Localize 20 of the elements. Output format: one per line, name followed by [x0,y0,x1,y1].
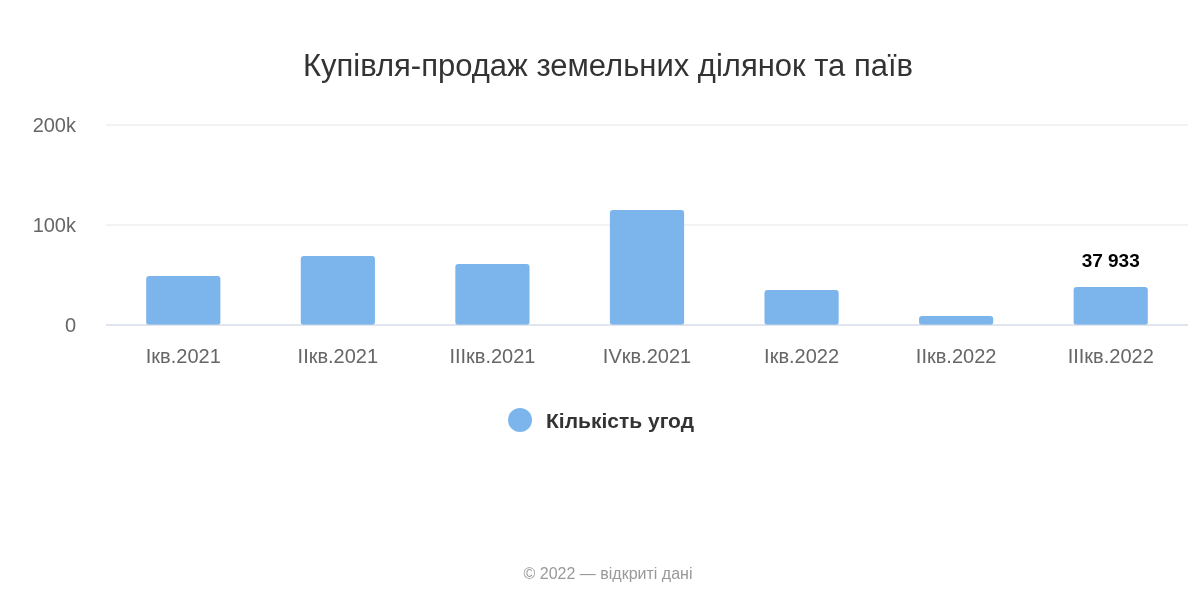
x-tick-label: IIIкв.2021 [449,345,536,367]
bar [1073,287,1148,325]
x-tick-label: IVкв.2021 [602,345,692,367]
x-tick-label: Iкв.2021 [145,345,221,367]
bar [455,264,530,325]
legend-label: Кількість угод [546,409,694,432]
bar [609,210,685,325]
y-tick-label: 200k [32,114,77,136]
x-tick-label: Iкв.2022 [764,345,840,367]
chart-title: Купівля-продаж земельних ділянок та паїв [302,48,914,83]
x-tick-label: IIIкв.2022 [1067,345,1154,367]
bar [300,256,375,325]
data-label: 37 933 [1081,250,1140,272]
bar [146,276,221,325]
x-tick-label: IIкв.2021 [297,345,379,367]
y-tick-label: 0 [64,314,76,336]
y-tick-label: 100k [32,214,77,236]
text: © 2022 — відкриті дані [523,565,693,582]
x-tick-label: IIкв.2022 [915,345,997,367]
bar [764,290,839,325]
